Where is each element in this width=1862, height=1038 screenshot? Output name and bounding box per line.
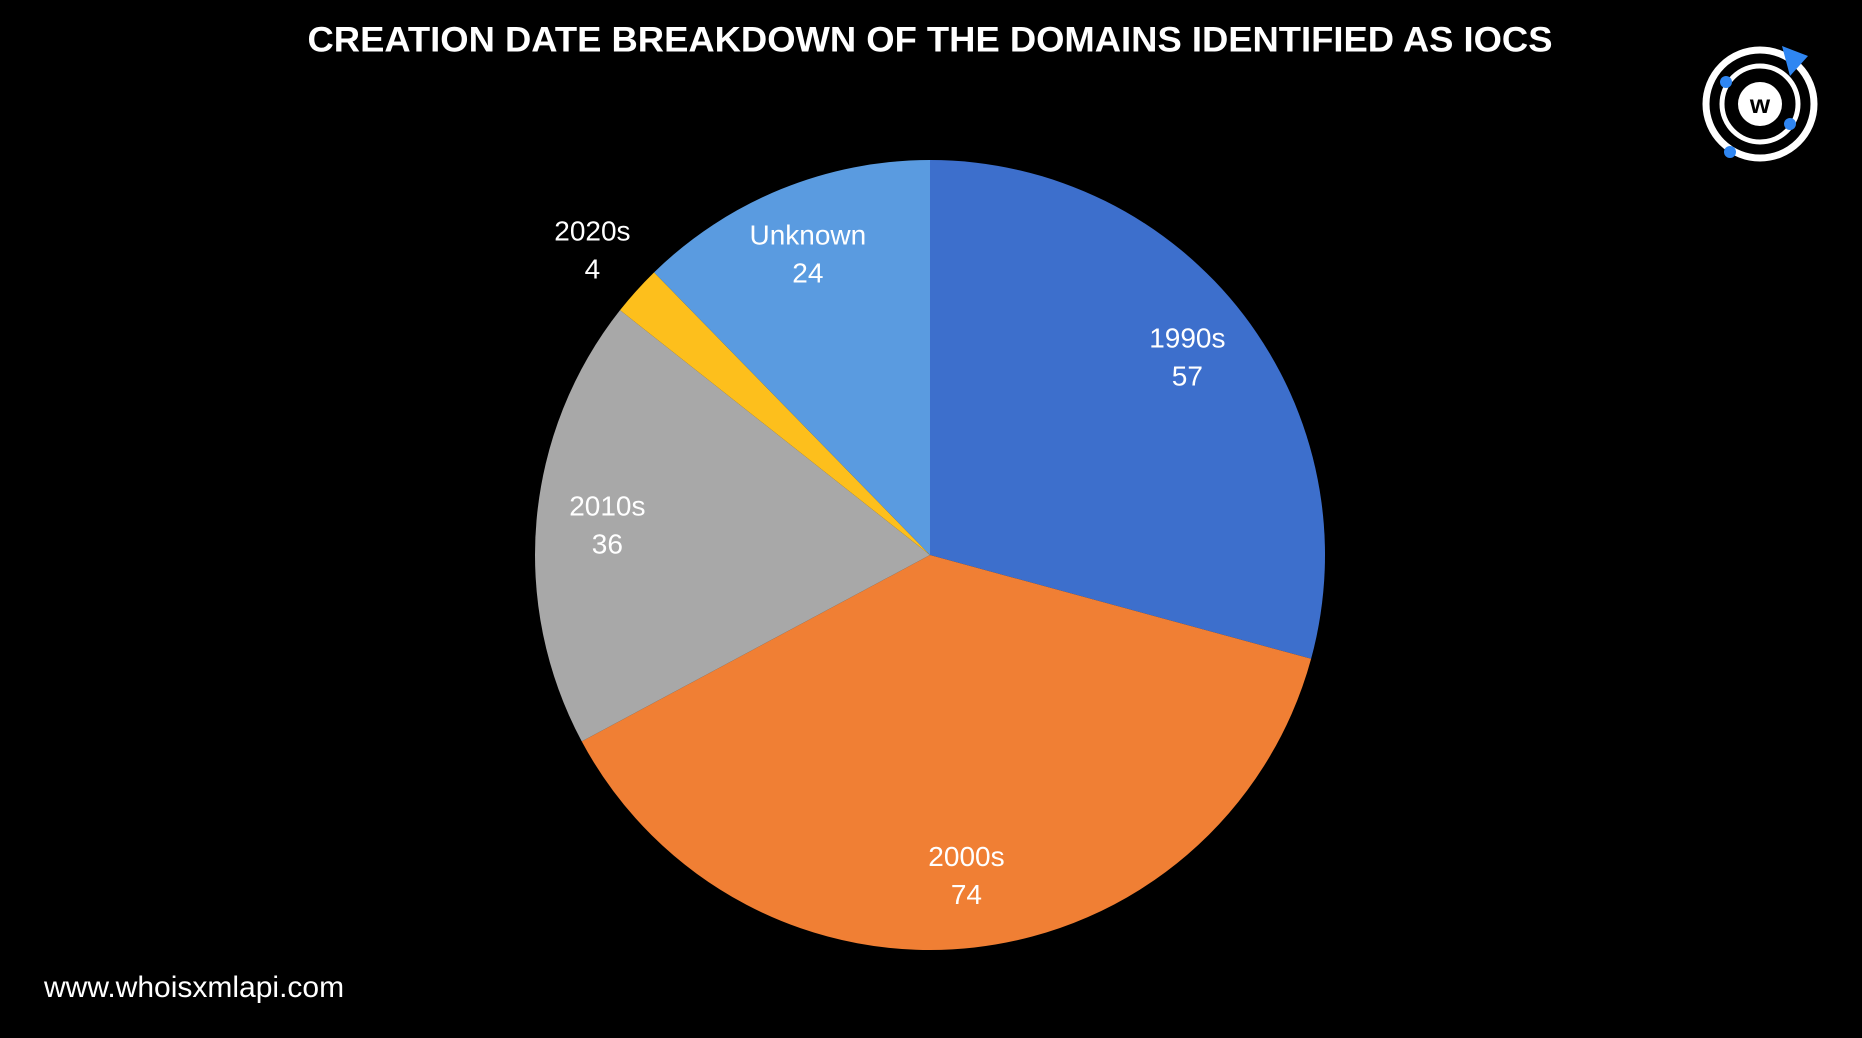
- footer-url: www.whoisxmlapi.com: [43, 971, 344, 1004]
- slice-value: 74: [951, 879, 982, 910]
- svg-text:w: w: [1749, 89, 1771, 119]
- slice-label: 2000s: [928, 841, 1004, 872]
- slice-label: 1990s: [1149, 323, 1225, 354]
- logo: w: [1702, 46, 1818, 162]
- slice-value: 36: [592, 529, 623, 560]
- slice-label: 2020s: [554, 215, 630, 246]
- slice-value: 57: [1172, 361, 1203, 392]
- chart-title: CREATION DATE BREAKDOWN OF THE DOMAINS I…: [308, 20, 1553, 59]
- slice-value: 24: [792, 257, 823, 288]
- slice-label: 2010s: [569, 491, 645, 522]
- pie-slice: [535, 310, 930, 742]
- slice-value: 4: [585, 253, 601, 284]
- pie-slice: [930, 160, 1325, 659]
- pie-slice: [620, 272, 930, 555]
- pie-slice: [581, 555, 1312, 951]
- pie-slice: [654, 160, 930, 555]
- slice-label: Unknown: [749, 219, 866, 250]
